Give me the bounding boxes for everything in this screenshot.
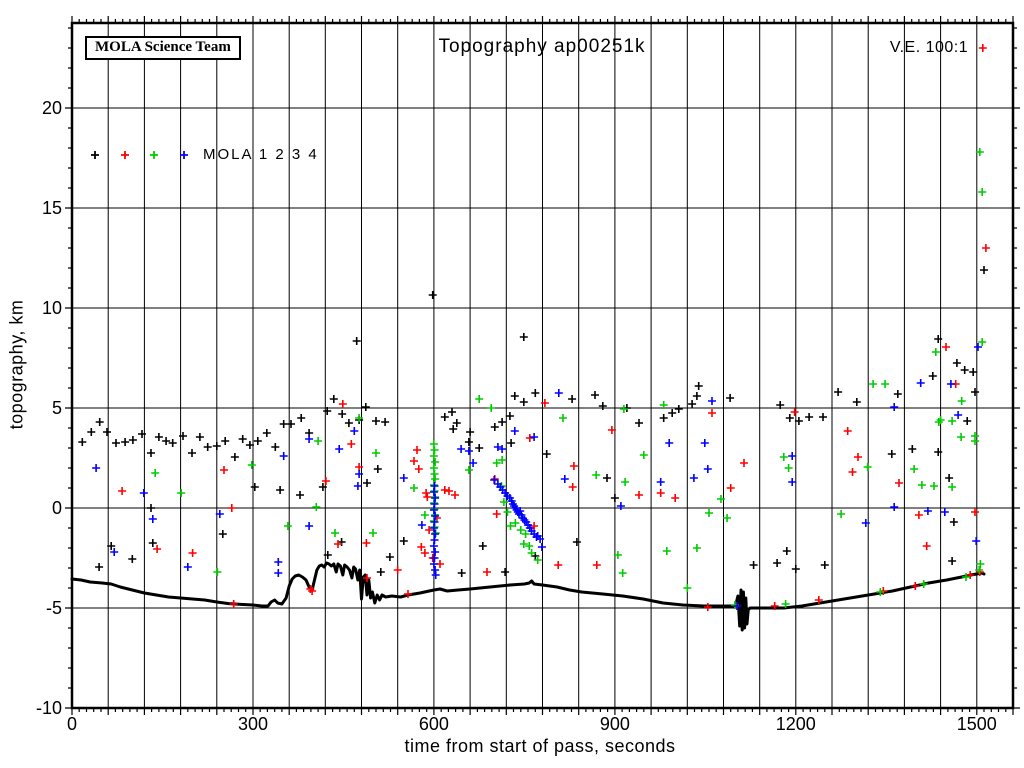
legend-marker-mola-4 (180, 151, 188, 159)
y-tick-label: 15 (42, 198, 62, 218)
y-axis-title: topography, km (6, 299, 27, 430)
axis-ticks (65, 16, 1020, 715)
x-tick-label: 0 (67, 714, 77, 734)
x-tick-label: 1200 (776, 714, 816, 734)
x-tick-label: 300 (238, 714, 268, 734)
series-mola-3 (151, 148, 987, 609)
vertical-exaggeration-label: V.E. 100:1 (889, 39, 969, 56)
y-tick-label: 0 (52, 498, 62, 518)
y-tick-label: 5 (52, 398, 62, 418)
legend-label: MOLA 1 2 3 4 (203, 146, 319, 163)
legend-marker-mola-2 (121, 151, 129, 159)
legend-marker-mola-3 (150, 151, 158, 159)
y-tick-label: 10 (42, 298, 62, 318)
x-tick-label: 600 (419, 714, 449, 734)
plot-frame (70, 21, 1015, 710)
y-tick-label: 20 (42, 98, 62, 118)
legend-marker-mola-1 (91, 151, 99, 159)
series-mola-4 (92, 343, 982, 610)
chart-title: Topography ap00251k (438, 36, 646, 57)
grid-lines (71, 23, 1014, 709)
y-tick-label: -5 (46, 598, 62, 618)
series-mola-2 (118, 44, 990, 611)
x-tick-label: 1500 (957, 714, 997, 734)
ground-track-profile (70, 561, 986, 632)
y-tick-label: -10 (36, 698, 62, 718)
x-axis-title: time from start of pass, seconds (404, 736, 676, 756)
x-tick-label: 900 (600, 714, 630, 734)
mola-science-team-box: MOLA Science Team (85, 36, 241, 60)
series-mola-1 (78, 266, 988, 577)
